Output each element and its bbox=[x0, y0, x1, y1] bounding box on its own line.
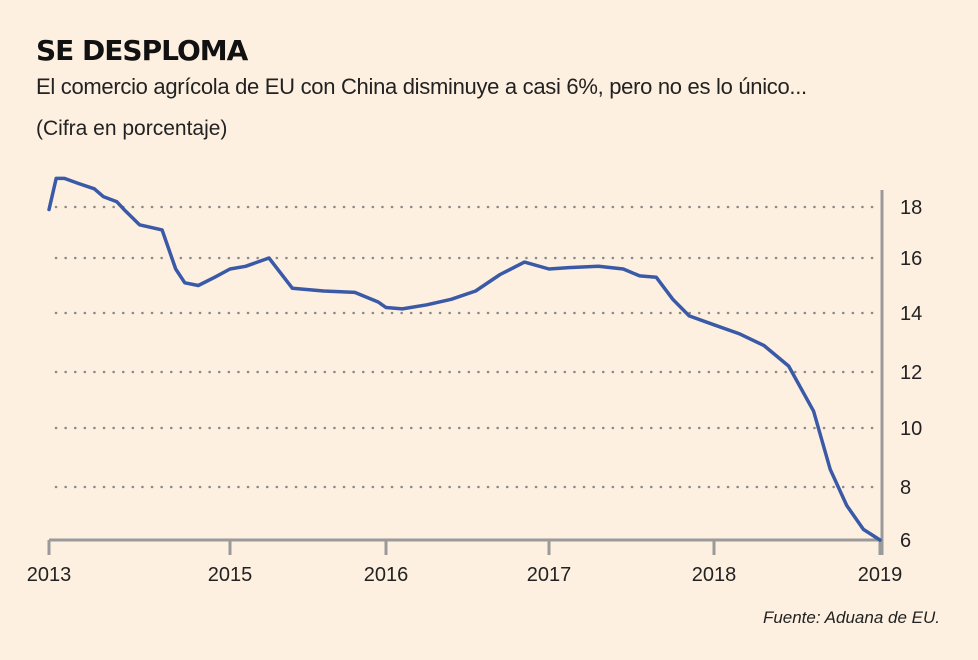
gridlines bbox=[54, 205, 880, 489]
x-tick-label: 2017 bbox=[527, 564, 572, 586]
source-note: Fuente: Aduana de EU. bbox=[762, 608, 940, 627]
x-ticks: 2013 2015 2016 2017 2018 2019 bbox=[27, 540, 903, 586]
x-tick-label: 2019 bbox=[858, 564, 903, 586]
y-tick-label: 10 bbox=[900, 418, 922, 440]
chart-subtitle: El comercio agrícola de EU con China dis… bbox=[36, 74, 807, 99]
x-tick-label: 2015 bbox=[208, 564, 253, 586]
y-tick-label: 16 bbox=[900, 248, 922, 270]
chart-title: SE DESPLOMA bbox=[36, 34, 248, 67]
series-line bbox=[47, 176, 882, 542]
x-tick-label: 2016 bbox=[364, 564, 409, 586]
y-tick-label: 14 bbox=[900, 303, 922, 325]
axes bbox=[49, 190, 884, 555]
x-tick-label: 2013 bbox=[27, 564, 72, 586]
unit-note: (Cifra en porcentaje) bbox=[36, 117, 228, 140]
y-tick-label: 18 bbox=[900, 197, 922, 219]
y-tick-label: 8 bbox=[900, 477, 911, 499]
y-ticks: 6 8 10 12 14 16 18 bbox=[900, 197, 922, 552]
y-tick-label: 6 bbox=[900, 530, 911, 552]
y-tick-label: 12 bbox=[900, 362, 922, 384]
x-tick-label: 2018 bbox=[692, 564, 737, 586]
